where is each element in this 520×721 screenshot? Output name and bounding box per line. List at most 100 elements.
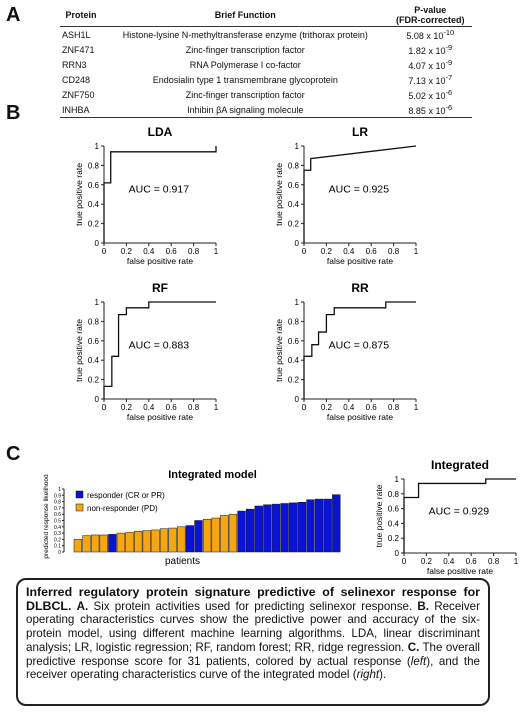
protein-table: Protein Brief Function P-value (FDR-corr… <box>60 4 472 118</box>
bar <box>151 529 160 553</box>
table-row: ASH1L Histone-lysine N-methyltransferase… <box>60 27 472 43</box>
y-tick-label: 0.4 <box>54 525 61 531</box>
bar <box>82 535 91 553</box>
x-tick-label: 0.8 <box>188 403 200 412</box>
protein-function: Inhibin βA signaling molecule <box>102 102 389 118</box>
protein-pvalue: 5.08 x 10-10 <box>389 27 472 43</box>
y-tick-label: 0.9 <box>54 493 61 499</box>
y-tick-label: 0.8 <box>54 500 61 506</box>
legend-swatch <box>75 490 84 499</box>
caption-left-word: left <box>410 654 427 668</box>
y-tick-label: 0.4 <box>388 519 400 528</box>
bar-chart-title: Integrated model <box>168 469 257 481</box>
x-axis-label: false positive rate <box>127 256 193 266</box>
pvalue-exponent: -7 <box>445 73 453 82</box>
y-tick-label: 0.6 <box>288 181 300 190</box>
x-tick-label: 0.8 <box>188 247 200 256</box>
pvalue-mantissa: 1.82 x 10 <box>408 46 446 56</box>
header-function: Brief Function <box>102 4 389 27</box>
panel-label-b: B <box>6 102 21 124</box>
caption-right-word: right <box>356 668 380 682</box>
y-tick-label: 0 <box>95 395 100 404</box>
y-tick-label: 0 <box>295 239 300 248</box>
bar <box>280 503 289 553</box>
bar <box>263 504 272 553</box>
x-tick-label: 1 <box>414 247 419 256</box>
y-tick-label: 0.4 <box>88 356 100 365</box>
pvalue-exponent: -6 <box>445 103 453 112</box>
pvalue-exponent: -10 <box>443 28 455 37</box>
x-tick-label: 0.4 <box>343 247 355 256</box>
x-axis-label: false positive rate <box>327 256 393 266</box>
y-tick-label: 0.6 <box>88 181 100 190</box>
header-pvalue-line1: P-value <box>414 5 447 15</box>
chart-title: RR <box>351 281 369 295</box>
bar <box>142 530 151 553</box>
bar <box>168 527 177 553</box>
protein-pvalue: 5.02 x 10-6 <box>389 87 472 102</box>
y-tick-label: 0.6 <box>288 337 300 346</box>
x-tick-label: 0.6 <box>366 247 378 256</box>
chart-title: RF <box>152 281 168 295</box>
y-tick-label: 0.6 <box>54 512 61 518</box>
x-tick-label: 0 <box>102 247 107 256</box>
auc-annotation: AUC = 0.929 <box>429 506 490 518</box>
protein-pvalue: 4.07 x 10-9 <box>389 57 472 72</box>
y-tick-label: 1 <box>58 487 61 493</box>
table-row: CD248 Endosialin type 1 transmembrane gl… <box>60 72 472 87</box>
x-tick-label: 0.8 <box>388 403 400 412</box>
caption-c-text-3: ). <box>379 668 387 682</box>
roc-curve <box>303 301 416 399</box>
caption-a-text: Six protein activities used for predicti… <box>93 599 413 613</box>
bar <box>211 517 220 553</box>
panel-label-c: C <box>6 443 21 465</box>
bar <box>194 520 203 553</box>
panel-label-a: A <box>6 4 21 26</box>
chart-title: LR <box>352 125 368 139</box>
x-tick-label: 0.2 <box>321 247 333 256</box>
chart-title: LDA <box>148 125 173 139</box>
y-tick-label: 0.2 <box>88 220 100 229</box>
roc-curve <box>403 478 516 553</box>
y-tick-label: 0.8 <box>88 161 100 170</box>
roc-curve <box>103 146 217 243</box>
x-tick-label: 0.6 <box>466 557 478 566</box>
figure-caption: Inferred regulatory protein signature pr… <box>16 578 490 706</box>
y-axis-label: true positive rate <box>74 163 84 226</box>
x-axis-label: false positive rate <box>427 566 493 576</box>
y-tick-label: 0.8 <box>388 490 400 499</box>
y-tick-label: 0.4 <box>288 356 300 365</box>
bar <box>134 530 143 553</box>
table-row: RRN3 RNA Polymerase I co-factor 4.07 x 1… <box>60 57 472 72</box>
bar <box>289 502 298 553</box>
bar <box>90 534 100 553</box>
bar <box>332 494 341 553</box>
bar <box>125 532 134 553</box>
y-tick-label: 0.6 <box>388 505 400 514</box>
bar <box>202 518 212 553</box>
caption-title: Inferred regulatory protein signature pr… <box>26 585 480 613</box>
y-tick-label: 1 <box>95 298 100 307</box>
y-tick-label: 0.4 <box>288 200 300 209</box>
x-tick-label: 0.2 <box>421 557 433 566</box>
y-tick-label: 0 <box>395 549 400 558</box>
protein-name: CD248 <box>62 74 91 85</box>
y-tick-label: 0 <box>295 395 300 404</box>
protein-function: Histone-lysine N-methyltransferase enzym… <box>122 29 368 40</box>
x-tick-label: 0.2 <box>121 403 133 412</box>
x-tick-label: 1 <box>214 403 219 412</box>
y-tick-label: 0.5 <box>54 519 61 525</box>
pvalue-exponent: -9 <box>445 58 453 67</box>
pvalue-mantissa: 8.85 x 10 <box>408 106 446 116</box>
x-tick-label: 0.2 <box>321 403 333 412</box>
figure-charts: LDA 0 0.2 0.4 0.6 0.8 1 0 0.2 0.4 0.6 0.8 1 false pos… <box>43 125 519 576</box>
bar <box>177 526 186 553</box>
pvalue-exponent: -6 <box>445 88 453 97</box>
protein-pvalue: 1.82 x 10-9 <box>389 42 472 57</box>
bar <box>73 539 83 553</box>
bar <box>159 528 169 553</box>
x-tick-label: 0.6 <box>166 247 178 256</box>
x-axis-label: patients <box>165 556 200 567</box>
caption-a-label: A. <box>76 599 89 613</box>
legend-label: non-responder (PD) <box>87 504 158 513</box>
